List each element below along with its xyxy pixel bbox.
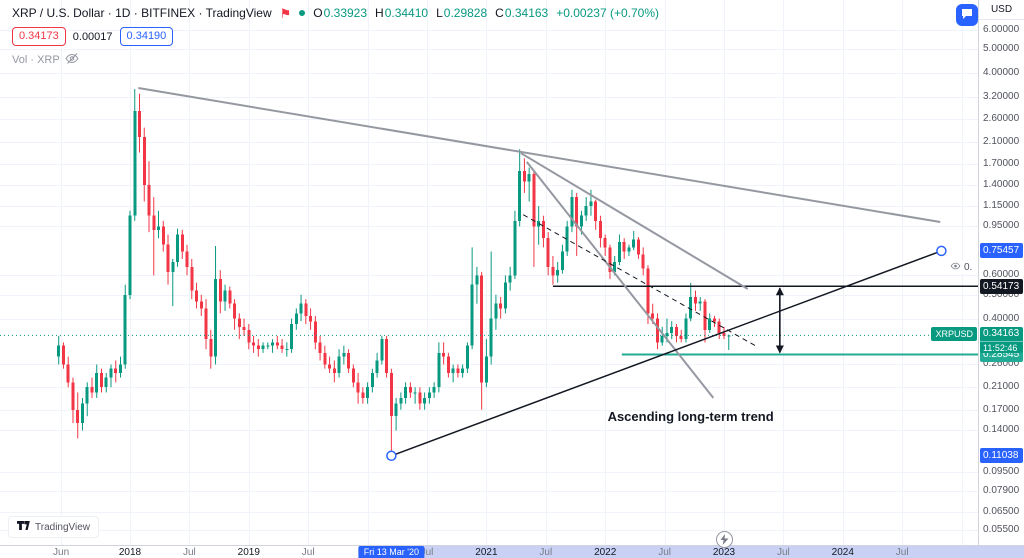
time-axis-tick: Jul	[420, 547, 434, 558]
price-axis-tick: 1.70000	[983, 158, 1020, 170]
spread-value: 0.00017	[72, 30, 113, 43]
price-axis-tick: 2.10000	[983, 135, 1020, 147]
ohlc-open-value: 0.33923	[323, 6, 368, 20]
time-axis-tick: 2024	[831, 547, 854, 558]
price-axis-tick: 0.60000	[983, 269, 1020, 281]
trendline-anchor-point[interactable]	[386, 450, 397, 462]
price-axis-tick: 0.07900	[983, 485, 1020, 497]
price-axis-tick: 0.06500	[983, 506, 1020, 518]
connection-status-dot	[299, 10, 306, 16]
price-axis-tick: 1.15000	[983, 200, 1020, 212]
time-axis-tick: 2023	[712, 547, 736, 558]
descending-wedge-upper[interactable]	[520, 152, 749, 290]
price-axis-tick: 1.40000	[983, 179, 1020, 191]
time-axis-tick: Jul	[895, 547, 909, 558]
ohlc-close-label: C	[495, 6, 504, 20]
tv-logo-icon	[17, 520, 30, 534]
time-axis-tick: Jul	[301, 547, 315, 558]
time-axis-tick: 2018	[118, 547, 142, 558]
eye-off-icon[interactable]	[65, 53, 79, 67]
time-axis[interactable]: Jun 2018 Jul 2019 Jul Jul 2021 Jul 2022 Jul 2023 Ju…	[0, 545, 1024, 558]
price-axis-tick: 0.05500	[983, 524, 1020, 536]
watermark-label: TradingView	[35, 521, 91, 533]
tradingview-watermark[interactable]: TradingView	[8, 516, 100, 538]
price-axis-tick: 0.40000	[983, 312, 1020, 324]
price-axis-tick: 0.95000	[983, 220, 1020, 232]
feedback-button[interactable]	[956, 4, 978, 26]
ohlc-high-label: H	[375, 6, 384, 20]
chat-bubble-icon	[961, 8, 973, 23]
price-axis-tick: 0.21000	[983, 381, 1020, 393]
flag-icon[interactable]: ⚑	[279, 5, 292, 21]
time-axis-tick: Jul	[658, 547, 671, 558]
current-price-label: 0.34163 11:52:46 XRPUSD	[931, 327, 1023, 354]
price-axis-tick: 4.00000	[983, 67, 1020, 79]
time-axis-tick: Jun	[53, 547, 70, 558]
price-axis-tick: 2.60000	[983, 113, 1020, 125]
ohlc-open-label: O	[313, 6, 323, 20]
ohlc-values: O 0.33923 H 0.34410 L 0.29828 C 0.34163 +0.0…	[313, 6, 659, 20]
price-axis-tick: 0.09500	[983, 465, 1020, 477]
chart-annotation-text[interactable]: Ascending long-term trend	[607, 409, 774, 425]
price-level-label: 0.11038	[980, 448, 1023, 464]
price-axis-labels: 6.00000 5.00000 4.00000 3.20000 2.60000 2.100…	[931, 0, 1024, 545]
time-axis-tick: 2021	[475, 547, 498, 558]
range-arrow[interactable]	[775, 287, 784, 354]
price-axis-tick: 3.20000	[983, 90, 1020, 102]
price-axis-tick: 6.00000	[983, 23, 1020, 35]
ascending-long-term-trendline[interactable]	[391, 250, 942, 457]
descending-trendline-major[interactable]	[138, 87, 941, 223]
time-axis-tick: Jul	[539, 547, 553, 558]
ohlc-low-value: 0.29828	[443, 6, 488, 20]
time-axis-tick: 2022	[594, 547, 617, 558]
price-axis-tick: 0.50000	[983, 288, 1020, 300]
price-axis[interactable]: USD 6.00000 5.00000 4.00000 3.20000 2.60000 2…	[931, 0, 1024, 545]
price-axis-tick: 0.26000	[983, 358, 1020, 370]
dashed-guide-line[interactable]	[522, 214, 758, 348]
measure-tooltip: 0.	[946, 261, 977, 274]
measure-tooltip-text: 0.	[964, 262, 973, 273]
candlestick-chart[interactable]	[0, 0, 978, 545]
trendline-anchor-point[interactable]	[936, 245, 947, 257]
change-value: +0.00237 (+0.70%)	[556, 6, 659, 20]
currency-label[interactable]: USD	[979, 0, 1024, 20]
ohlc-high-value: 0.34410	[384, 6, 429, 20]
bid-price-button[interactable]: 0.34173	[12, 27, 66, 46]
price-axis-tick: 0.14000	[983, 424, 1020, 436]
ohlc-low-label: L	[436, 6, 443, 20]
volume-indicator-legend[interactable]: Vol · XRP	[12, 53, 659, 67]
symbol-title[interactable]: XRP / U.S. Dollar · 1D · BITFINEX · Trad…	[12, 6, 272, 20]
time-axis-tick: 2019	[237, 547, 260, 558]
price-axis-tick: 5.00000	[983, 43, 1020, 55]
time-axis-tick: Jul	[182, 547, 196, 558]
date-anchor-label[interactable]: Fri 13 Mar '20	[358, 546, 424, 558]
ask-price-button[interactable]: 0.34190	[119, 27, 174, 46]
current-price-value: 0.34163	[980, 327, 1023, 342]
symbol-tag: XRPUSD	[931, 327, 977, 342]
time-axis-tick: Jul	[776, 547, 790, 558]
chart-legend: XRP / U.S. Dollar · 1D · BITFINEX · Trad…	[12, 6, 659, 67]
price-axis-tick: 0.17000	[983, 403, 1020, 415]
price-level-label: 0.54173	[980, 278, 1023, 294]
time-axis-labels: Jun 2018 Jul 2019 Jul Jul 2021 Jul 2022 Jul 2023 Ju…	[0, 546, 1024, 558]
flash-event-icon[interactable]	[716, 531, 733, 548]
chart-plot-area[interactable]: XRP / U.S. Dollar · 1D · BITFINEX · Trad…	[0, 0, 978, 548]
descending-wedge-lower[interactable]	[526, 161, 715, 399]
price-level-label: 0.75457	[980, 243, 1023, 259]
bar-close-countdown: 11:52:46	[980, 341, 1023, 354]
volume-label: Vol · XRP	[12, 54, 60, 66]
measure-eye-icon	[950, 262, 961, 273]
ohlc-close-value: 0.34163	[504, 6, 549, 20]
time-range-highlight	[359, 546, 1024, 558]
